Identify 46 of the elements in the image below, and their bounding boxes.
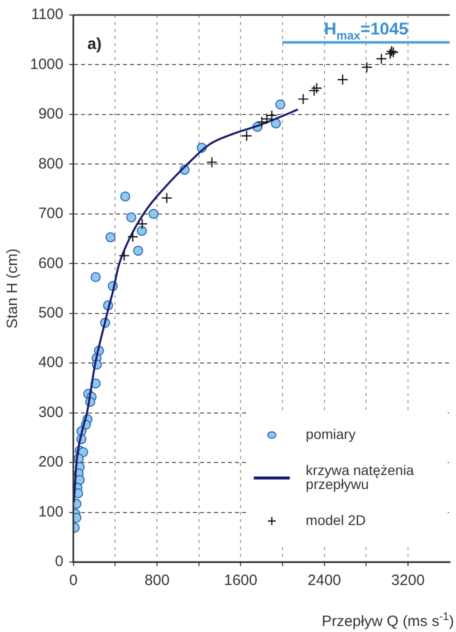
point bbox=[256, 116, 268, 128]
point bbox=[337, 74, 348, 86]
legend-label: pomiary bbox=[306, 426, 356, 442]
y-axis-title: Stan H (cm) bbox=[4, 248, 22, 329]
y-tick-label: 200 bbox=[38, 454, 64, 471]
point bbox=[298, 93, 309, 105]
point bbox=[90, 272, 101, 282]
x-tick-label: 800 bbox=[144, 572, 170, 590]
x-tick-label: 0 bbox=[69, 572, 78, 590]
y-tick-label: 900 bbox=[38, 106, 64, 123]
point bbox=[133, 246, 144, 256]
y-tick-label: 100 bbox=[38, 503, 64, 520]
y-tick-label: 500 bbox=[38, 304, 64, 322]
y-tick-label: 1100 bbox=[31, 6, 64, 24]
point bbox=[311, 82, 322, 94]
point bbox=[241, 130, 252, 142]
point bbox=[136, 226, 147, 236]
point bbox=[126, 212, 136, 222]
point bbox=[275, 100, 286, 110]
point bbox=[120, 192, 130, 202]
legend-label: model 2D bbox=[306, 512, 366, 528]
point bbox=[261, 113, 272, 125]
point bbox=[161, 192, 172, 204]
point bbox=[376, 53, 388, 64]
y-tick-label: 800 bbox=[38, 155, 64, 172]
annotation: a) bbox=[87, 36, 102, 53]
point bbox=[206, 156, 218, 168]
point bbox=[118, 250, 130, 262]
point bbox=[361, 62, 372, 73]
x-tick-label: 1600 bbox=[224, 572, 258, 590]
y-tick-label: 600 bbox=[38, 254, 64, 272]
point bbox=[266, 110, 278, 122]
point bbox=[127, 231, 138, 242]
y-tick-label: 300 bbox=[38, 404, 64, 421]
x-tick-label: 2400 bbox=[308, 572, 342, 590]
y-tick-label: 700 bbox=[38, 205, 64, 222]
y-tick-label: 0 bbox=[55, 553, 64, 570]
x-tick-label: 3200 bbox=[391, 572, 425, 590]
y-tick-label: 400 bbox=[38, 354, 64, 372]
legend-label: krzywa natężenia przepływu bbox=[306, 462, 414, 492]
y-tick-label: 1000 bbox=[30, 56, 64, 73]
point bbox=[136, 218, 148, 230]
point bbox=[308, 84, 320, 96]
point bbox=[148, 208, 159, 219]
point bbox=[105, 232, 116, 242]
point bbox=[384, 48, 396, 60]
